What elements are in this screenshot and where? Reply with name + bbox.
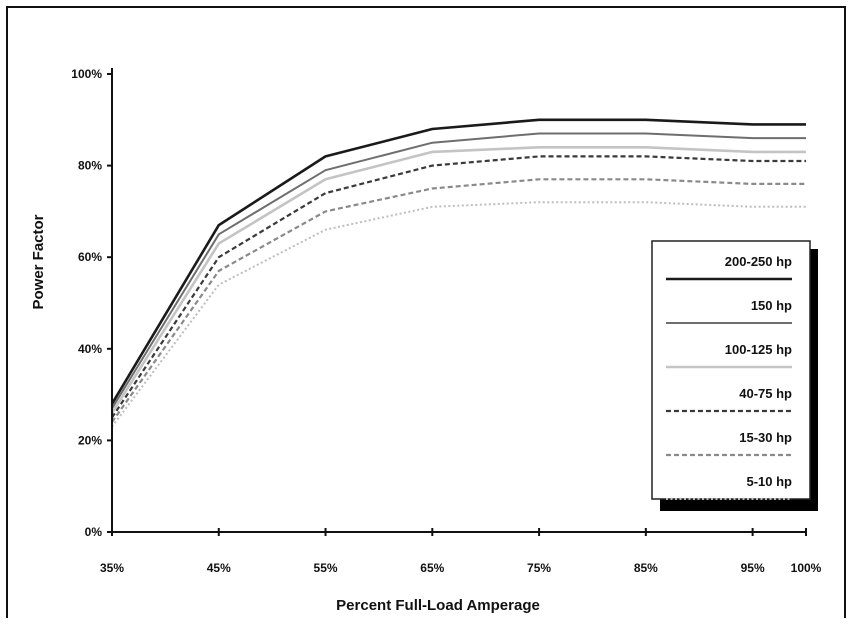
x-tick-label: 85% bbox=[634, 561, 658, 575]
series-line bbox=[111, 132, 806, 409]
legend-label: 100-125 hp bbox=[725, 342, 792, 357]
legend: 200-250 hp 150 hp 100-125 hp 40-75 hp 15-30 … bbox=[651, 240, 818, 511]
x-tick-label: 65% bbox=[420, 561, 444, 575]
axes bbox=[111, 68, 806, 533]
legend-label: 5-10 hp bbox=[746, 474, 792, 489]
chart-frame bbox=[6, 6, 846, 618]
x-tick-label: 35% bbox=[100, 561, 124, 575]
legend-label: 15-30 hp bbox=[739, 430, 792, 445]
y-tick-label: 80% bbox=[78, 159, 102, 173]
legend-items: 200-250 hp 150 hp 100-125 hp 40-75 hp 15-30 … bbox=[666, 254, 792, 500]
x-ticks: 35% 45% 55% 65% 75% 85% 95% 100% bbox=[100, 528, 822, 575]
series-line bbox=[111, 155, 806, 419]
y-tick-label: 0% bbox=[85, 525, 103, 539]
y-tick-label: 20% bbox=[78, 433, 102, 447]
x-tick-label: 75% bbox=[527, 561, 551, 575]
series-line bbox=[111, 201, 806, 428]
x-tick-label: 55% bbox=[314, 561, 338, 575]
legend-label: 150 hp bbox=[751, 298, 792, 313]
y-ticks: 0% 20% 40% 60% 80% 100% bbox=[71, 67, 112, 539]
legend-label: 40-75 hp bbox=[739, 386, 792, 401]
x-tick-label: 45% bbox=[207, 561, 231, 575]
series-line bbox=[110, 118, 806, 405]
y-tick-label: 40% bbox=[78, 342, 102, 356]
legend-label: 200-250 hp bbox=[725, 254, 792, 269]
series-lines bbox=[110, 118, 806, 428]
y-axis-title: Power Factor bbox=[30, 214, 47, 309]
y-tick-label: 100% bbox=[71, 67, 102, 81]
x-axis-title: Percent Full-Load Amperage bbox=[336, 597, 540, 614]
y-tick-label: 60% bbox=[78, 250, 102, 264]
x-tick-label: 95% bbox=[741, 561, 765, 575]
series-line bbox=[110, 146, 806, 414]
x-tick-label: 100% bbox=[791, 561, 822, 575]
